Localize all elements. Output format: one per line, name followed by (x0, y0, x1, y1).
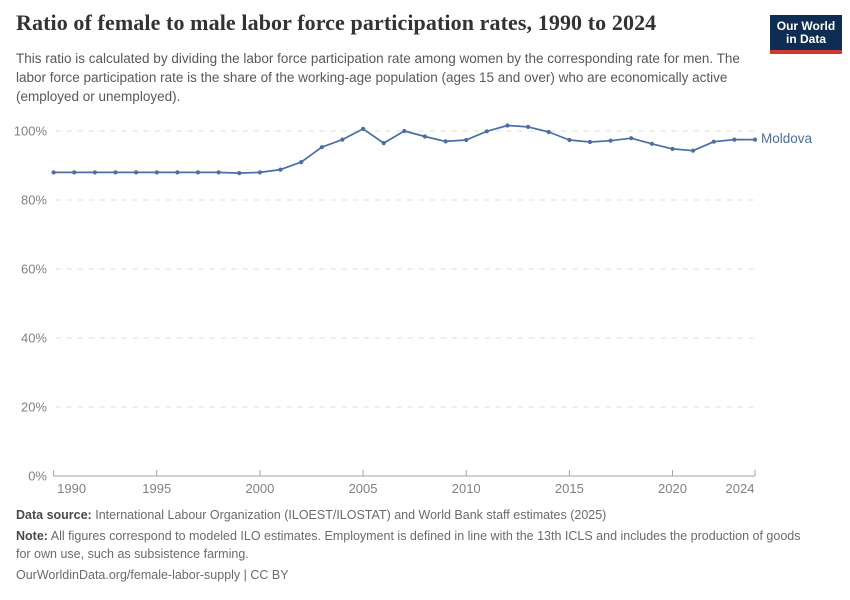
x-axis-tick-label: 2000 (245, 481, 274, 496)
x-axis-tick-label: 2005 (349, 481, 378, 496)
data-point[interactable] (134, 170, 139, 175)
data-point[interactable] (381, 141, 386, 146)
data-point[interactable] (257, 170, 262, 175)
data-point[interactable] (608, 138, 613, 143)
y-gridlines: 0% 20% 40% 60% 80% 100% (14, 124, 756, 484)
data-point[interactable] (484, 129, 489, 134)
page-title: Ratio of female to male labor force part… (16, 10, 657, 35)
data-point[interactable] (649, 141, 655, 146)
owid-logo-text-line2: in Data (785, 31, 826, 46)
data-point[interactable] (72, 170, 77, 175)
x-axis-tick-label: 2015 (555, 481, 584, 496)
data-point[interactable] (567, 137, 572, 143)
data-point[interactable] (546, 129, 551, 135)
data-point[interactable] (113, 170, 118, 175)
series-moldova[interactable] (51, 123, 758, 176)
data-point[interactable] (237, 171, 242, 176)
x-axis-tick-label: 2024 (726, 481, 755, 496)
x-axis-tick-label: 2010 (452, 481, 481, 496)
note-label: Note: (16, 529, 48, 544)
data-point[interactable] (711, 139, 716, 144)
owid-logo-text-line1: Our World (776, 18, 836, 33)
data-point[interactable] (670, 146, 675, 151)
chart-footer: Data source: International Labour Organi… (16, 507, 806, 588)
x-axis-tick-label: 1990 (57, 481, 86, 496)
chart-subtitle: This ratio is calculated by dividing the… (16, 51, 740, 105)
data-point[interactable] (464, 137, 469, 143)
data-point[interactable] (422, 134, 427, 139)
data-point[interactable] (505, 123, 510, 128)
x-axis-tick-label: 2020 (658, 481, 687, 496)
data-point[interactable] (216, 170, 221, 175)
data-point[interactable] (732, 137, 737, 142)
series-label-moldova[interactable]: Moldova (761, 130, 813, 146)
owid-logo[interactable]: Our World in Data (770, 15, 842, 54)
data-point[interactable] (752, 137, 758, 142)
data-point[interactable] (361, 126, 366, 131)
data-point[interactable] (340, 137, 345, 142)
data-source-label: Data source: (16, 508, 92, 522)
data-point[interactable] (278, 167, 283, 172)
citation-line[interactable]: OurWorldinData.org/female-labor-supply |… (16, 567, 289, 582)
data-point[interactable] (526, 124, 531, 129)
data-point[interactable] (691, 148, 696, 153)
data-point[interactable] (629, 136, 634, 141)
y-axis-tick-label: 100% (14, 124, 48, 139)
y-axis-tick-label: 80% (21, 193, 47, 208)
y-axis-tick-label: 40% (21, 331, 47, 346)
data-source-line: Data source: International Labour Organi… (16, 507, 806, 524)
y-axis-tick-label: 0% (28, 469, 47, 484)
data-source-text: International Labour Organization (ILOES… (95, 508, 607, 522)
data-point[interactable] (299, 160, 304, 165)
data-point[interactable] (92, 170, 97, 175)
data-point[interactable] (402, 128, 407, 134)
data-point[interactable] (319, 145, 324, 150)
data-point[interactable] (51, 170, 56, 175)
y-axis-tick-label: 60% (21, 262, 47, 277)
note-line: Note: All figures correspond to modeled … (16, 528, 806, 563)
note-text: All figures correspond to modeled ILO es… (16, 529, 801, 561)
data-point[interactable] (175, 170, 180, 175)
data-point[interactable] (587, 139, 593, 145)
data-point[interactable] (195, 170, 201, 175)
y-axis-tick-label: 20% (21, 400, 47, 415)
data-point[interactable] (443, 139, 448, 144)
x-axis: 1990 1995 2000 2005 2010 2015 2020 2024 (53, 470, 756, 496)
x-axis-tick-label: 1995 (142, 481, 171, 496)
data-point[interactable] (154, 170, 159, 175)
